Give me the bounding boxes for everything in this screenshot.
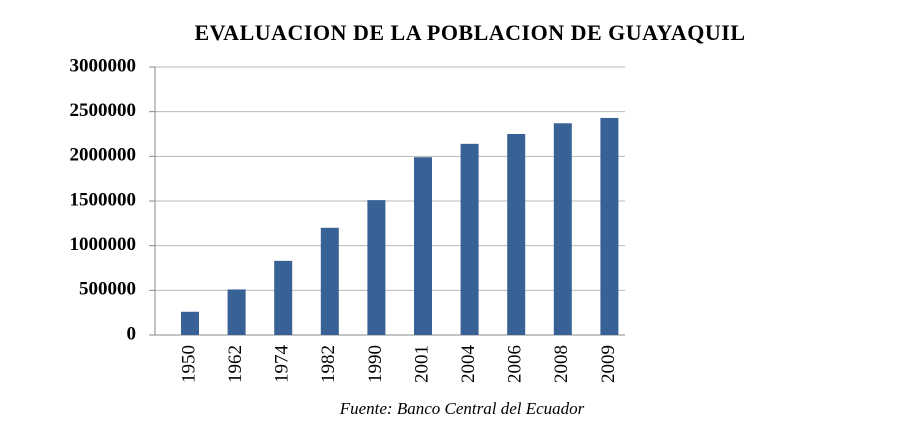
bar <box>181 311 199 335</box>
bar <box>274 260 293 335</box>
x-tick-label: 2008 <box>551 345 572 383</box>
x-tick-label: 1962 <box>225 345 246 383</box>
bar <box>600 117 619 335</box>
bar <box>414 157 432 335</box>
bar <box>507 134 526 335</box>
x-tick-label: 1950 <box>178 345 199 383</box>
y-tick-label: 1000000 <box>70 234 137 255</box>
bar <box>320 227 339 335</box>
x-tick-label: 2009 <box>598 345 619 383</box>
x-tick-label: 1982 <box>318 345 339 383</box>
x-tick-label: 1974 <box>272 345 293 384</box>
bar <box>553 123 572 335</box>
y-tick-label: 0 <box>127 323 137 344</box>
bar <box>227 289 246 335</box>
x-tick-label: 2001 <box>411 345 432 383</box>
y-tick-label: 3000000 <box>70 55 137 76</box>
bar <box>367 200 386 335</box>
x-tick-label: 2004 <box>458 345 479 384</box>
x-tick-label: 2006 <box>505 345 526 383</box>
y-tick-label: 2500000 <box>70 100 137 121</box>
y-tick-label: 1500000 <box>70 189 137 210</box>
y-tick-label: 2000000 <box>70 145 137 166</box>
y-tick-label: 500000 <box>79 279 136 300</box>
chart-title: EVALUACION DE LA POBLACION DE GUAYAQUIL <box>194 20 745 45</box>
bar <box>460 143 479 335</box>
x-tick-label: 1990 <box>365 345 386 383</box>
source-note: Fuente: Banco Central del Ecuador <box>339 399 585 418</box>
